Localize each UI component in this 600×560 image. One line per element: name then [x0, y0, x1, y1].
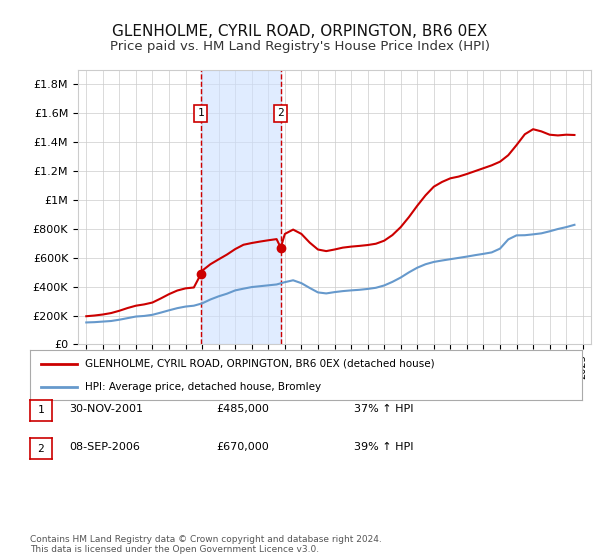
Text: 2: 2 — [277, 108, 284, 118]
Text: Contains HM Land Registry data © Crown copyright and database right 2024.
This d: Contains HM Land Registry data © Crown c… — [30, 535, 382, 554]
Text: £670,000: £670,000 — [216, 442, 269, 452]
Text: Price paid vs. HM Land Registry's House Price Index (HPI): Price paid vs. HM Land Registry's House … — [110, 40, 490, 53]
Bar — [201, 70, 281, 344]
Text: 1: 1 — [37, 405, 44, 416]
Text: HPI: Average price, detached house, Bromley: HPI: Average price, detached house, Brom… — [85, 382, 322, 392]
Text: 1: 1 — [197, 108, 204, 118]
Text: 2: 2 — [37, 444, 44, 454]
Text: 08-SEP-2006: 08-SEP-2006 — [69, 442, 140, 452]
Text: £485,000: £485,000 — [216, 404, 269, 414]
Text: 30-NOV-2001: 30-NOV-2001 — [69, 404, 143, 414]
Text: 37% ↑ HPI: 37% ↑ HPI — [354, 404, 413, 414]
Text: GLENHOLME, CYRIL ROAD, ORPINGTON, BR6 0EX (detached house): GLENHOLME, CYRIL ROAD, ORPINGTON, BR6 0E… — [85, 358, 435, 368]
Text: GLENHOLME, CYRIL ROAD, ORPINGTON, BR6 0EX: GLENHOLME, CYRIL ROAD, ORPINGTON, BR6 0E… — [112, 24, 488, 39]
Text: 39% ↑ HPI: 39% ↑ HPI — [354, 442, 413, 452]
